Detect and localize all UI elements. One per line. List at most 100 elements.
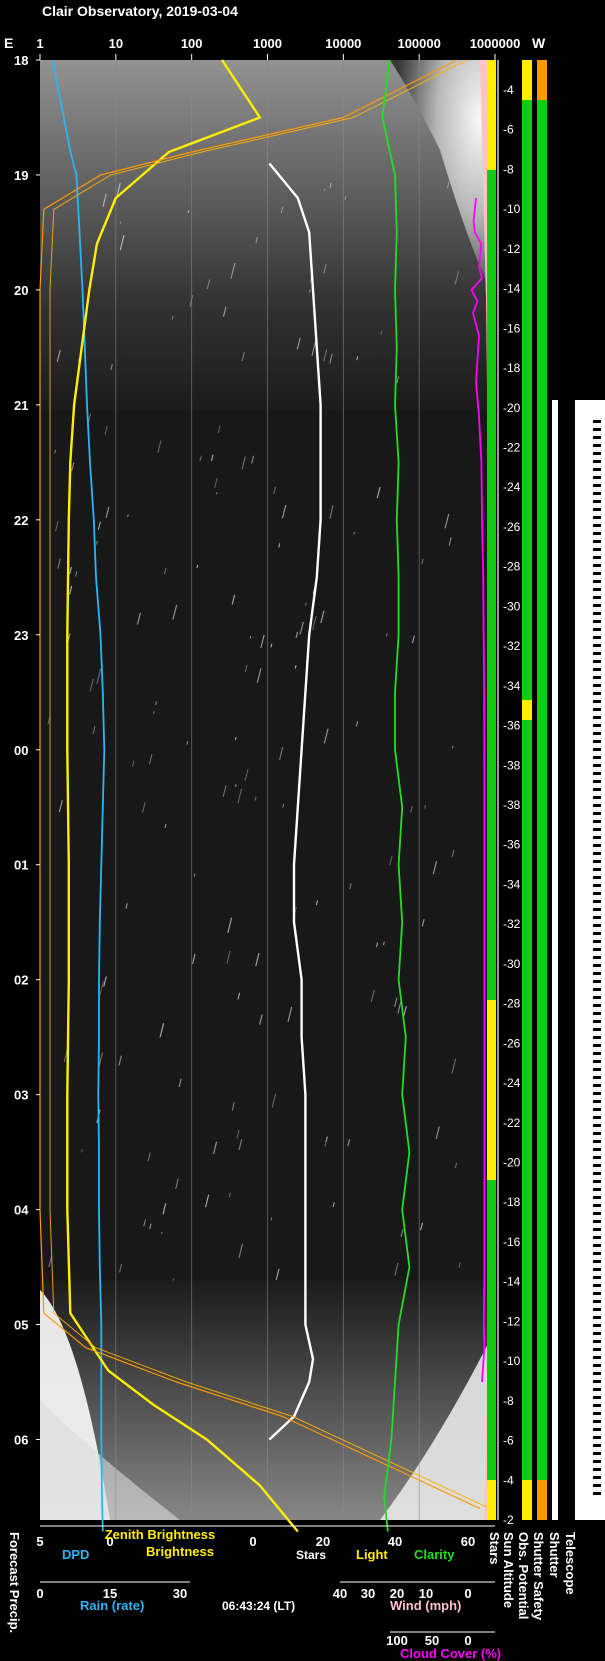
star-trail [157, 440, 162, 453]
star-trail [311, 340, 317, 356]
shutter-safety-bar [537, 60, 547, 1520]
time-tick-label: 06 [14, 1433, 28, 1448]
star-trail [244, 769, 249, 781]
row1-tick: 0 [106, 1534, 113, 1549]
sun-altitude-tick: -4 [503, 1473, 514, 1487]
telescope-gap [593, 1316, 601, 1319]
telescope-gap [593, 460, 601, 463]
telescope-gap [593, 1220, 601, 1223]
star-trail [273, 486, 277, 494]
star-trail [96, 668, 102, 685]
star-trail [271, 1093, 277, 1108]
row3-tick: 50 [425, 1633, 439, 1648]
time-axis: 18 19 20 21 22 23 00 01 02 03 04 05 06 [14, 53, 40, 1448]
telescope-gap [593, 1180, 601, 1183]
telescope-gap [593, 1444, 601, 1447]
star-trail [178, 1078, 182, 1088]
star-trail [155, 701, 158, 705]
telescope-gap [593, 1468, 601, 1471]
star-trail [69, 566, 72, 574]
series-clarity [381, 59, 411, 1532]
row2-tick: 20 [390, 1586, 404, 1601]
telescope-gap [593, 420, 601, 423]
telescope-gap [593, 1380, 601, 1383]
star-trail [451, 745, 454, 749]
cloud-cover-label: Cloud Cover (%) [400, 1646, 501, 1661]
telescope-gap [593, 860, 601, 863]
sun-altitude-tick: -8 [503, 1394, 514, 1408]
telescope-gap [593, 1140, 601, 1143]
sun-altitude-tick: -28 [503, 997, 521, 1011]
telescope-gap [593, 1308, 601, 1311]
telescope-gap [593, 1052, 601, 1055]
star-trail [244, 664, 248, 673]
telescope-gap [593, 1364, 601, 1367]
telescope-gap [593, 964, 601, 967]
star-trail [228, 1192, 231, 1198]
star-trail [370, 989, 375, 1002]
star-trail [206, 279, 211, 289]
vertical-label: Forecast Precip. [7, 1532, 22, 1633]
star-trail [287, 1006, 293, 1022]
star-trail [231, 594, 236, 605]
series-dpd [51, 59, 106, 1532]
telescope-gap [593, 580, 601, 583]
telescope-gap [593, 1228, 601, 1231]
star-trail [149, 1223, 152, 1230]
telescope-gap [593, 1076, 601, 1079]
star-trail [385, 633, 388, 637]
stars-status-segment [487, 60, 496, 170]
star-trail [227, 917, 233, 934]
star-trail [97, 521, 101, 530]
telescope-gap [593, 1372, 601, 1375]
star-trail [105, 506, 110, 518]
vertical-label: Stars [487, 1532, 502, 1565]
star-trail [162, 1203, 167, 1215]
star-trail [48, 1256, 53, 1268]
star-trail [329, 183, 332, 189]
telescope-gap [593, 1020, 601, 1023]
row2-tick: 0 [36, 1586, 43, 1601]
sun-altitude-tick: -34 [503, 679, 521, 693]
status-bars [487, 60, 605, 1520]
star-trail [116, 183, 121, 198]
star-trail [410, 806, 413, 813]
telescope-gap [593, 652, 601, 655]
telescope-gap [593, 436, 601, 439]
star-trail [421, 558, 424, 565]
star-trail [103, 976, 107, 987]
star-trail [396, 376, 400, 384]
telescope-gap [593, 708, 601, 711]
telescope-gap [593, 908, 601, 911]
log-tick-label: 10000 [325, 36, 361, 51]
star-trail [214, 477, 218, 489]
telescope-gap [593, 772, 601, 775]
telescope-gap [593, 836, 601, 839]
star-trail [99, 981, 104, 996]
telescope-gap [593, 1260, 601, 1263]
telescope-gap [593, 1436, 601, 1439]
telescope-gap [593, 1396, 601, 1399]
star-trail [230, 262, 236, 279]
sun-altitude-tick: -8 [503, 162, 514, 176]
sun-altitude-tick: -30 [503, 957, 521, 971]
telescope-gap [593, 1092, 601, 1095]
sun-altitude-tick: -32 [503, 917, 521, 931]
sun-altitude-tick: -22 [503, 441, 521, 455]
star-trail [163, 567, 167, 575]
star-trail [332, 1202, 335, 1208]
time-tick-label: 21 [14, 398, 28, 413]
telescope-gap [593, 740, 601, 743]
star-trail [187, 210, 190, 214]
telescope-gap [593, 1172, 601, 1175]
star-trail [353, 531, 355, 535]
star-trail [131, 760, 135, 768]
telescope-gap [593, 572, 601, 575]
star-trail [279, 746, 284, 760]
telescope-gap [593, 548, 601, 551]
time-tick-label: 00 [14, 743, 28, 758]
star-trail [323, 264, 327, 274]
row1-tick: 20 [316, 1534, 330, 1549]
star-trail [172, 1278, 175, 1281]
telescope-gap [593, 636, 601, 639]
